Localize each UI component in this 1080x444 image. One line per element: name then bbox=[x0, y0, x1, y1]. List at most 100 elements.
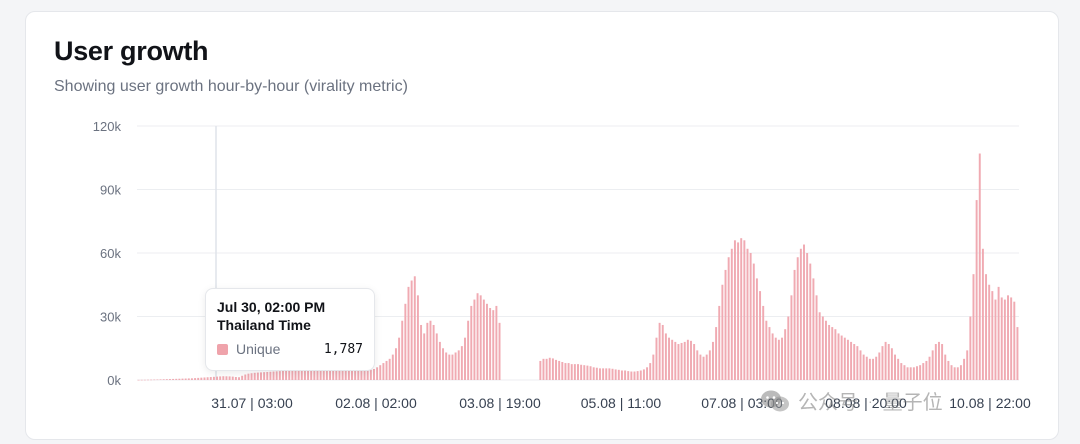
bar[interactable] bbox=[489, 308, 492, 380]
bar[interactable] bbox=[329, 370, 332, 380]
bar[interactable] bbox=[639, 370, 642, 380]
bar[interactable] bbox=[313, 370, 316, 380]
bar[interactable] bbox=[369, 369, 372, 380]
bar[interactable] bbox=[272, 371, 275, 380]
bar[interactable] bbox=[153, 379, 156, 381]
bar[interactable] bbox=[203, 377, 206, 380]
bar[interactable] bbox=[878, 352, 881, 380]
bar[interactable] bbox=[498, 322, 501, 380]
bar[interactable] bbox=[181, 378, 184, 380]
bar[interactable] bbox=[850, 341, 853, 380]
bar[interactable] bbox=[690, 340, 692, 380]
bar[interactable] bbox=[247, 373, 250, 380]
bar[interactable] bbox=[784, 329, 787, 380]
bar[interactable] bbox=[944, 354, 947, 380]
bar[interactable] bbox=[539, 360, 542, 380]
bar[interactable] bbox=[981, 248, 984, 380]
bar[interactable] bbox=[828, 324, 831, 380]
bar[interactable] bbox=[420, 324, 423, 380]
bar[interactable] bbox=[561, 362, 564, 380]
bar[interactable] bbox=[617, 369, 620, 380]
bar[interactable] bbox=[200, 377, 203, 380]
bar[interactable] bbox=[881, 346, 884, 380]
bar[interactable] bbox=[840, 335, 843, 380]
bar[interactable] bbox=[363, 370, 366, 380]
bar[interactable] bbox=[495, 305, 498, 380]
bar[interactable] bbox=[1016, 327, 1019, 380]
bar[interactable] bbox=[614, 369, 617, 380]
bar[interactable] bbox=[222, 376, 225, 380]
bar[interactable] bbox=[253, 372, 256, 380]
bar[interactable] bbox=[250, 373, 253, 380]
bar[interactable] bbox=[376, 367, 379, 380]
bar[interactable] bbox=[394, 348, 397, 380]
bar[interactable] bbox=[448, 354, 451, 380]
bar[interactable] bbox=[671, 339, 674, 380]
bar[interactable] bbox=[642, 369, 645, 380]
bar[interactable] bbox=[941, 344, 944, 380]
bar[interactable] bbox=[316, 370, 319, 380]
bar[interactable] bbox=[464, 337, 466, 380]
bar[interactable] bbox=[796, 257, 799, 380]
bar[interactable] bbox=[172, 378, 175, 380]
bar[interactable] bbox=[344, 370, 347, 380]
bar[interactable] bbox=[599, 368, 601, 380]
bar[interactable] bbox=[903, 365, 906, 380]
bar[interactable] bbox=[737, 242, 740, 380]
bar[interactable] bbox=[595, 367, 598, 380]
bar[interactable] bbox=[269, 371, 272, 380]
bar[interactable] bbox=[928, 356, 931, 380]
bar[interactable] bbox=[241, 375, 244, 380]
bar[interactable] bbox=[649, 363, 652, 380]
bar[interactable] bbox=[652, 354, 655, 380]
bar[interactable] bbox=[956, 367, 959, 380]
bar[interactable] bbox=[197, 377, 200, 380]
bar[interactable] bbox=[724, 269, 727, 380]
bar[interactable] bbox=[351, 370, 353, 380]
bar[interactable] bbox=[162, 379, 165, 380]
bar[interactable] bbox=[922, 363, 925, 380]
bar[interactable] bbox=[633, 371, 636, 380]
bar[interactable] bbox=[234, 377, 237, 380]
bar[interactable] bbox=[947, 360, 950, 380]
bar[interactable] bbox=[445, 352, 448, 380]
bar[interactable] bbox=[1003, 299, 1006, 380]
bar[interactable] bbox=[853, 344, 856, 380]
bar[interactable] bbox=[708, 350, 711, 380]
bar[interactable] bbox=[291, 370, 294, 380]
bar[interactable] bbox=[875, 356, 878, 380]
bar[interactable] bbox=[818, 312, 821, 380]
bar[interactable] bbox=[460, 346, 463, 380]
bar[interactable] bbox=[718, 305, 721, 380]
bar[interactable] bbox=[426, 322, 429, 380]
bar[interactable] bbox=[894, 354, 896, 380]
bar[interactable] bbox=[416, 295, 419, 380]
bar[interactable] bbox=[325, 370, 328, 380]
bar[interactable] bbox=[238, 377, 240, 380]
bar[interactable] bbox=[184, 378, 187, 380]
bar[interactable] bbox=[969, 316, 972, 381]
bar[interactable] bbox=[997, 286, 1000, 380]
bar[interactable] bbox=[168, 379, 171, 380]
bar[interactable] bbox=[834, 329, 837, 380]
bar[interactable] bbox=[868, 358, 871, 380]
bar[interactable] bbox=[884, 341, 887, 380]
bar[interactable] bbox=[815, 295, 818, 380]
bar[interactable] bbox=[787, 316, 790, 381]
bar[interactable] bbox=[812, 278, 815, 380]
bar[interactable] bbox=[759, 291, 762, 380]
bar[interactable] bbox=[887, 344, 890, 380]
bar[interactable] bbox=[341, 370, 344, 380]
bar[interactable] bbox=[297, 370, 300, 380]
bar[interactable] bbox=[423, 333, 426, 380]
bar[interactable] bbox=[664, 333, 667, 380]
bar[interactable] bbox=[404, 303, 407, 380]
bar[interactable] bbox=[347, 370, 350, 380]
bar[interactable] bbox=[379, 365, 382, 380]
bar[interactable] bbox=[482, 299, 485, 380]
bar[interactable] bbox=[263, 372, 266, 380]
bar[interactable] bbox=[470, 305, 473, 380]
bar[interactable] bbox=[721, 284, 724, 380]
bar[interactable] bbox=[912, 367, 915, 380]
bar[interactable] bbox=[602, 368, 605, 380]
